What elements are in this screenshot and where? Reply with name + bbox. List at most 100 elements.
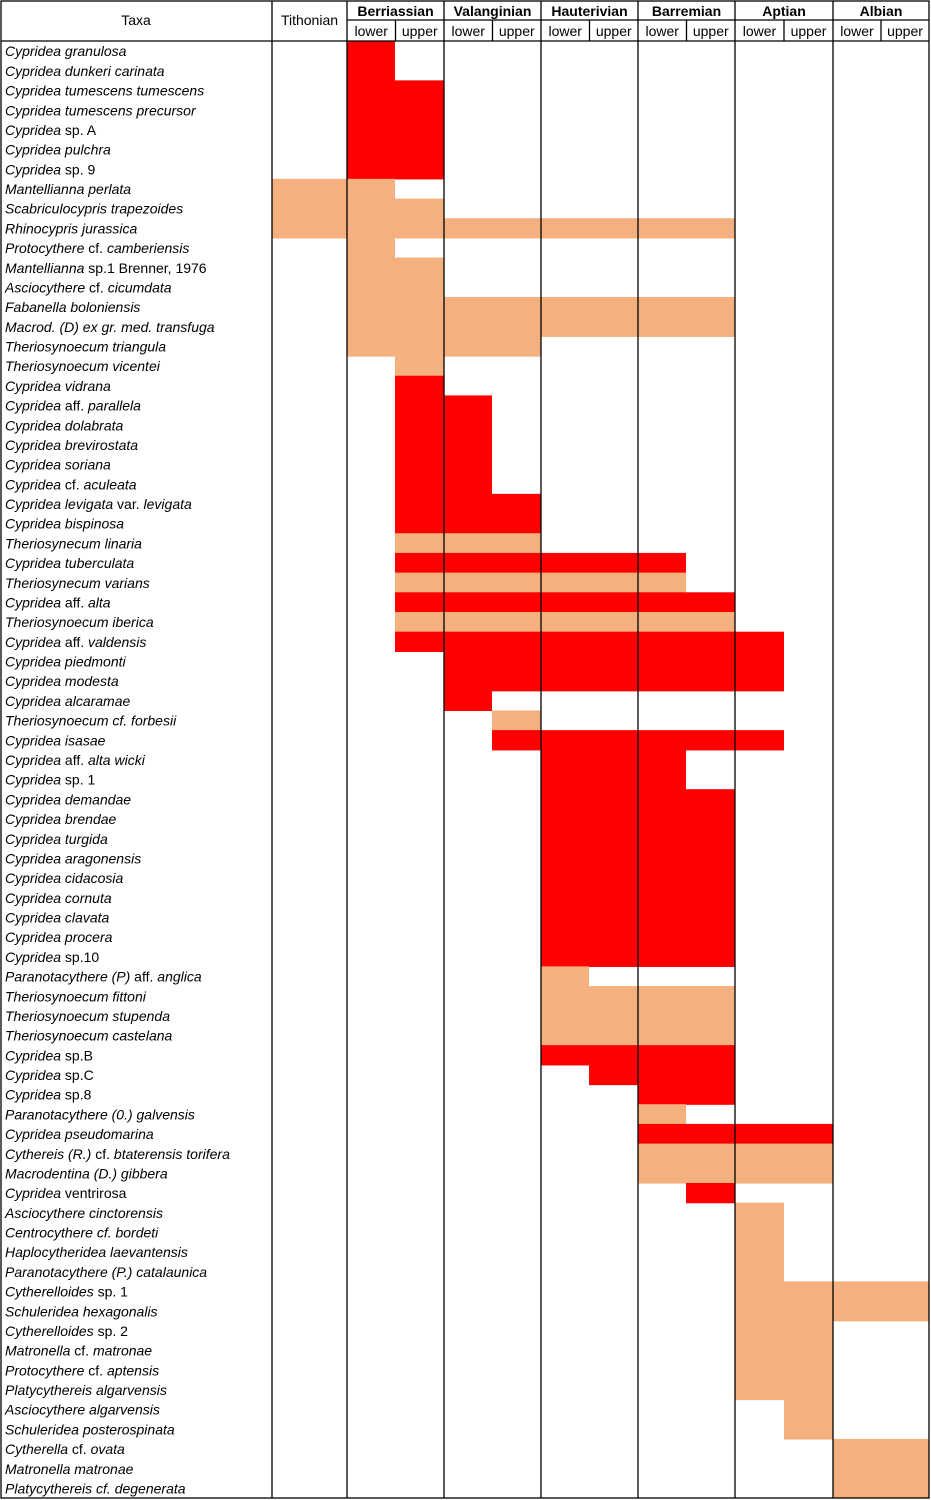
taxon-label: Cythereis (R.) cf. btaterensis torifera bbox=[5, 1146, 230, 1162]
taxon-label: Protocythere cf. aptensis bbox=[5, 1362, 159, 1378]
taxon-label: Cytherelloides sp. 2 bbox=[5, 1323, 128, 1339]
taxon-label: Haplocytheridea laevantensis bbox=[5, 1244, 188, 1260]
taxon-label: Schuleridea posterospinata bbox=[5, 1421, 175, 1437]
range-bar-cypridea-tumescens-precursor bbox=[347, 100, 444, 121]
stage-header-valanginian: Valanginian bbox=[454, 3, 532, 19]
taxon-label: Cypridea cf. aculeata bbox=[5, 476, 137, 492]
taxon-label: Schuleridea hexagonalis bbox=[5, 1303, 158, 1319]
range-bar-platycythereis-algarvensis bbox=[735, 1379, 833, 1401]
taxon-label: Cypridea aff. alta wicki bbox=[5, 752, 146, 768]
substage-upper: upper bbox=[693, 23, 729, 39]
taxon-label: Cytherelloides sp. 1 bbox=[5, 1284, 128, 1300]
taxon-label: Theriosynoecum vicentei bbox=[5, 358, 161, 374]
range-bars bbox=[272, 41, 929, 1499]
taxon-label: Cypridea tumescens tumescens bbox=[5, 83, 204, 99]
taxon-label: Mantellianna sp.1 Brenner, 1976 bbox=[5, 260, 207, 276]
taxon-label: Platycythereis cf. degenerata bbox=[5, 1481, 186, 1497]
taxon-label: Cypridea pulchra bbox=[5, 142, 111, 158]
taxon-label: Cyprideа granulosa bbox=[5, 43, 127, 59]
range-bar-cypridea-sp-c bbox=[589, 1064, 735, 1086]
taxon-label: Theriosynoecum cf. forbesii bbox=[5, 713, 177, 729]
range-bar-mantellianna-sp-1-brenner-1976 bbox=[347, 257, 444, 278]
taxon-label: Cypridea vidrana bbox=[5, 378, 111, 394]
taxon-label: Scabriculocypris trapezoides bbox=[5, 201, 183, 217]
taxon-label: Cypridea ventrirosa bbox=[5, 1185, 127, 1201]
range-bar-cypridea-modesta bbox=[444, 671, 784, 692]
range-bar-cypridea-sp-1 bbox=[541, 769, 686, 790]
range-bar-cytherelloides-sp-2 bbox=[735, 1320, 833, 1342]
taxon-label: Cypridea sp.C bbox=[5, 1067, 94, 1083]
range-bar-theriosynoecum-vicentei bbox=[395, 356, 444, 377]
tithonian-header: Tithonian bbox=[281, 12, 338, 28]
substage-lower: lower bbox=[840, 23, 874, 39]
range-bar-cypridea-aff-alta bbox=[395, 592, 735, 613]
range-bar-cypridea-aff-valdensis bbox=[395, 631, 784, 652]
taxon-label: Cypridea modesta bbox=[5, 673, 119, 689]
taxon-label: Cypridea brendae bbox=[5, 811, 117, 827]
range-bar-cypridea-alcaramae bbox=[444, 690, 492, 712]
taxon-label: Asciocythere cf. cicumdata bbox=[4, 279, 172, 295]
range-bar-cypridea-sp-a bbox=[347, 119, 444, 141]
taxon-label: Cypridea sp.10 bbox=[5, 949, 99, 965]
taxon-label: Cypridea alcaramae bbox=[5, 693, 130, 709]
range-bar-paranotacythere-0-galvensis bbox=[638, 1104, 686, 1125]
taxon-label: Cypridea sp. 9 bbox=[5, 161, 95, 177]
taxon-label: Fabanella boloniensis bbox=[5, 299, 140, 315]
substage-lower: lower bbox=[743, 23, 777, 39]
taxon-label: Theriosynoecum stupenda bbox=[5, 1008, 170, 1024]
taxon-label: Cypridea aff. parallela bbox=[5, 398, 141, 414]
range-bar-theriosynecum-linaria bbox=[395, 533, 541, 554]
stage-header-hauterivian: Hauterivian bbox=[551, 3, 627, 19]
range-bar-asciocythere-cf-cicumdata bbox=[347, 277, 444, 298]
taxa-header: Taxa bbox=[121, 12, 151, 28]
taxon-label: Cypridea clavata bbox=[5, 910, 109, 926]
substage-upper: upper bbox=[791, 23, 827, 39]
taxon-label: Cypridea piedmonti bbox=[5, 654, 127, 670]
range-bar-matronella-matronae bbox=[833, 1458, 929, 1479]
range-bar-asciocythere-algarvensis bbox=[784, 1399, 833, 1420]
taxon-label: Macrodentina (D.) gibbera bbox=[5, 1165, 168, 1181]
taxon-label: Paranotacythere (P) aff. anglica bbox=[5, 969, 202, 985]
taxon-label: Cypridea dolabrata bbox=[5, 417, 124, 433]
taxon-label: Paranotacythere (P.) catalaunica bbox=[5, 1264, 207, 1280]
range-bar-protocythere-cf-camberiensis bbox=[347, 237, 395, 259]
taxon-label: Cypridea procera bbox=[5, 929, 113, 945]
taxon-label: Cypridea brevirostata bbox=[5, 437, 138, 453]
taxon-label: Cypridea levigata var. levigata bbox=[5, 496, 192, 512]
stage-header-barremian: Barremian bbox=[652, 3, 721, 19]
range-bar-cypridea-sp-8 bbox=[638, 1084, 735, 1105]
range-bar-protocythere-cf-aptensis bbox=[735, 1360, 833, 1381]
taxon-label: Rhinocypris jurassica bbox=[5, 220, 137, 236]
taxon-label: Macrod. (D) ex gr. med. transfuga bbox=[5, 319, 215, 335]
taxon-label: Cypridea soriana bbox=[5, 457, 111, 473]
range-bar-cypridea-piedmonti bbox=[444, 651, 784, 672]
substage-lower: lower bbox=[355, 23, 389, 39]
range-bar-cytherelloides-sp-1 bbox=[735, 1281, 929, 1302]
stage-header-berriassian: Berriassian bbox=[357, 3, 433, 19]
substage-lower: lower bbox=[646, 23, 680, 39]
taxon-label: Asciocythere cinctorensis bbox=[4, 1205, 163, 1221]
range-bar-cypride-granulosa bbox=[347, 41, 395, 62]
taxon-label: Cypridea aff. valdensis bbox=[5, 634, 146, 650]
taxon-label: Paranotacythere (0.) galvensis bbox=[5, 1106, 195, 1122]
range-bar-theriosynoecum-cf-forbesii bbox=[492, 710, 541, 731]
range-bar-cytherella-cf-ovata bbox=[833, 1438, 929, 1460]
taxon-label: Cypridea aff. alta bbox=[5, 594, 111, 610]
taxon-label: Theriosynecum linaria bbox=[5, 535, 142, 551]
range-bar-cypridea-aff-alta-wicki bbox=[541, 749, 686, 771]
taxon-label: Cypridea turgida bbox=[5, 831, 108, 847]
range-bar-matronella-cf-matronae bbox=[735, 1340, 833, 1361]
substage-lower: lower bbox=[452, 23, 486, 39]
taxon-label: Cypridea tumescens precursor bbox=[5, 102, 197, 118]
taxa-labels: Cyprideа granulosa Cypridea dunkeri carin… bbox=[4, 43, 230, 1496]
range-bar-cypridea-sp-9 bbox=[347, 159, 444, 180]
taxon-label: Asciocythere algarvensis bbox=[4, 1402, 160, 1418]
range-bar-scabriculocypris-trapezoides bbox=[272, 198, 444, 219]
taxon-label: Protocythere cf. camberiensis bbox=[5, 240, 189, 256]
range-bar-theriosynoecum-iberica bbox=[395, 611, 735, 633]
taxon-label: Cypridea sp. 1 bbox=[5, 772, 95, 788]
taxon-label: Cypridea sp. A bbox=[5, 122, 97, 138]
range-bar-rhinocypris-jurassica bbox=[272, 218, 735, 239]
taxon-label: Cypridea cidacosia bbox=[5, 870, 123, 886]
range-bar-schuleridea-hexagonalis bbox=[735, 1301, 929, 1322]
